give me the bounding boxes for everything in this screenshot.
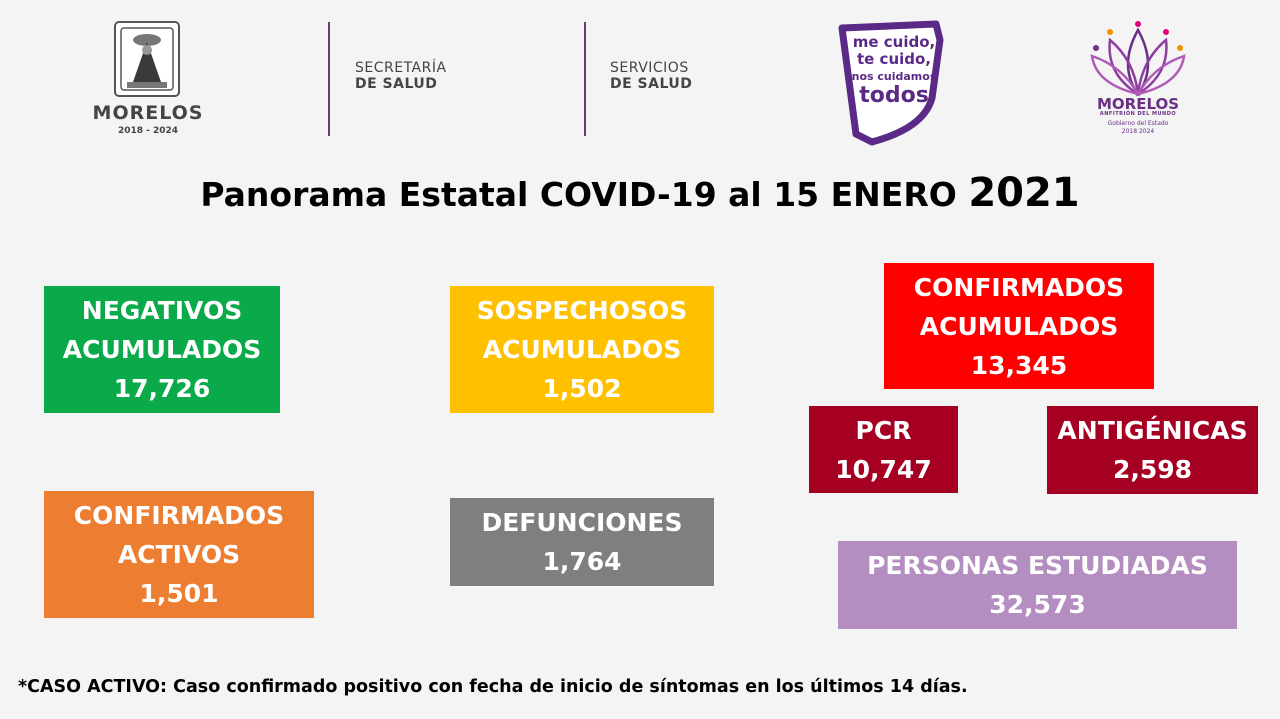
page-title: Panorama Estatal COVID-19 al 15 ENERO 20… [0,170,1280,216]
card-pcr: PCR 10,747 [809,406,958,493]
footnote-caso-activo: *CASO ACTIVO: Caso confirmado positivo c… [18,677,968,697]
card-defunciones: DEFUNCIONES 1,764 [450,498,714,586]
card-personas-estudiadas: PERSONAS ESTUDIADAS 32,573 [838,541,1237,629]
card-sospechosos-value: 1,502 [542,374,622,403]
card-sospechosos-line1: SOSPECHOSOS [476,296,688,325]
campaign-slogan: me cuido, te cuido, nos cuidamos todos [848,33,940,108]
card-confirmados-acumulados-line2: ACUMULADOS [919,311,1119,341]
card-antigenicas: ANTIGÉNICAS 2,598 [1047,406,1258,494]
card-negativos-line2: ACUMULADOS [62,335,262,364]
card-negativos-line1: NEGATIVOS [81,296,243,325]
card-antigenicas-value: 2,598 [1112,455,1193,484]
campaign-line3: nos cuidamos [851,70,937,83]
org-servicios-line2: DE SALUD [610,76,693,92]
card-negativos-value: 17,726 [113,374,211,403]
card-confirmados-activos-value: 1,501 [139,579,219,608]
card-defunciones-value: 1,764 [542,547,622,576]
page-title-main: Panorama Estatal COVID-19 al 15 ENERO [200,175,957,214]
card-antigenicas-line1: ANTIGÉNICAS [1057,416,1248,445]
campaign-shield-icon [836,18,944,146]
card-pcr-line1: PCR [855,415,912,445]
card-sospechosos-line2: ACUMULADOS [482,335,682,364]
org-servicios-logo: SERVICIOS DE SALUD [610,60,692,92]
campaign-line2: te cuido, [856,50,932,68]
card-confirmados-acumulados: CONFIRMADOS ACUMULADOS 13,345 [884,263,1154,389]
org-secretaria-logo: SECRETARÍA DE SALUD [355,60,447,92]
state-seal-years: 2018 - 2024 [117,126,179,136]
state-seal-name: MORELOS [92,102,204,124]
government-tagline: ANFITRIÓN DEL MUNDO [1099,111,1177,117]
government-sub2: 2018 2024 [1121,128,1155,135]
card-confirmados-activos-line1: CONFIRMADOS [73,501,285,530]
card-confirmados-acumulados-value: 13,345 [970,350,1068,380]
card-confirmados-acumulados-line1: CONFIRMADOS [913,272,1125,302]
card-defunciones-line1: DEFUNCIONES [481,508,683,537]
header-divider [584,22,586,136]
government-subtitle: Gobierno del Estado 2018 2024 [1080,120,1196,136]
government-name: MORELOS [1096,95,1180,113]
card-confirmados-activos: CONFIRMADOS ACTIVOS 1,501 [44,491,314,618]
card-personas-line1: PERSONAS ESTUDIADAS [867,551,1208,580]
campaign-line4: todos [859,83,929,108]
card-negativos: NEGATIVOS ACUMULADOS 17,726 [44,286,280,413]
campaign-line1: me cuido, [852,33,936,51]
card-personas-value: 32,573 [989,590,1086,619]
government-sub1: Gobierno del Estado [1107,120,1169,127]
org-servicios-line1: SERVICIOS [610,60,689,76]
government-flower-logo [1088,16,1188,100]
header-divider [328,22,330,136]
org-secretaria-line2: DE SALUD [355,76,438,92]
card-sospechosos: SOSPECHOSOS ACUMULADOS 1,502 [450,286,714,413]
card-pcr-value: 10,747 [835,454,932,484]
card-confirmados-activos-line2: ACTIVOS [117,540,241,569]
page-title-year: 2021 [968,170,1080,216]
org-secretaria-line1: SECRETARÍA [355,60,447,76]
state-seal-logo [113,20,181,98]
